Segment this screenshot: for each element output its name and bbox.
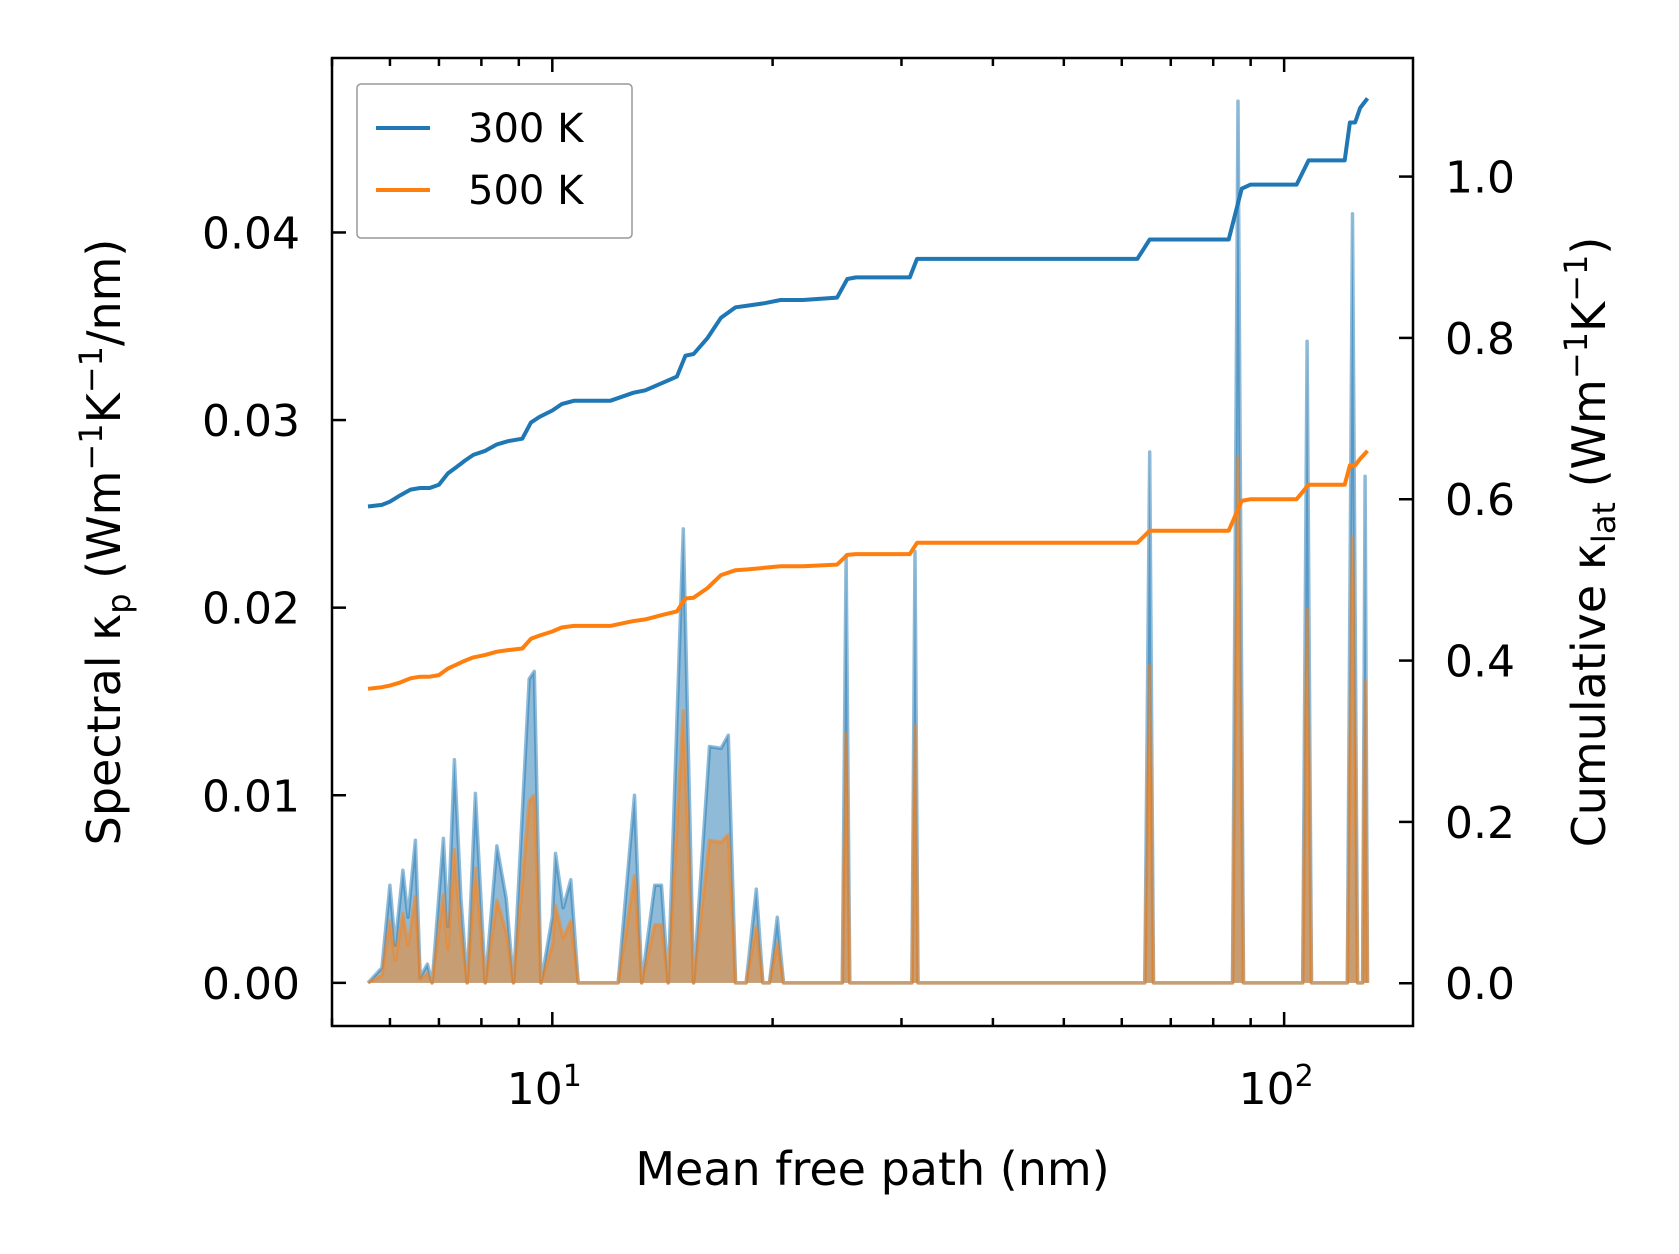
plot-frame: [330, 56, 1415, 1028]
x-tick-label: 102: [1239, 1059, 1314, 1115]
legend-box: [356, 83, 633, 239]
legend-label-300k: 300 K: [468, 106, 585, 152]
y-left-tick-label: 0.03: [202, 396, 300, 447]
y-right-tick-label: 0.8: [1445, 314, 1515, 365]
spectral-500k-edge: [367, 455, 1370, 985]
y-left-tick-label: 0.02: [202, 584, 300, 635]
y-left-tick-label: 0.00: [202, 959, 300, 1010]
y-right-tick-label: 0.2: [1445, 798, 1515, 849]
legend: 300 K 500 K: [356, 83, 633, 239]
y-right-tick-label: 1.0: [1445, 153, 1515, 204]
spectral-fills: [366, 99, 1370, 985]
y-right-tick-label: 0.6: [1445, 475, 1515, 526]
cumulative-lines: [367, 97, 1370, 691]
y-left-tick-label: 0.01: [202, 771, 300, 822]
tick-labels: 101 102 0.00 0.01 0.02 0.03 0.04 0.0 0.2 0.4 0.6 0.…: [202, 153, 1515, 1115]
y-right-tick-label: 0.0: [1445, 959, 1515, 1010]
cumulative-line-300k: [367, 97, 1370, 509]
y-axis-right-label: Cumulative κlat (Wm−1K−1): [1557, 237, 1623, 848]
cumulative-line-500k: [367, 449, 1369, 691]
x-tick-label: 101: [507, 1059, 582, 1115]
y-right-tick-label: 0.4: [1445, 637, 1515, 688]
legend-label-500k: 500 K: [468, 168, 585, 214]
y-left-tick-label: 0.04: [202, 208, 300, 259]
y-axis-left-label: Spectral κp (Wm−1K−1/nm): [72, 239, 138, 846]
x-axis-label: Mean free path (nm): [635, 1142, 1109, 1196]
